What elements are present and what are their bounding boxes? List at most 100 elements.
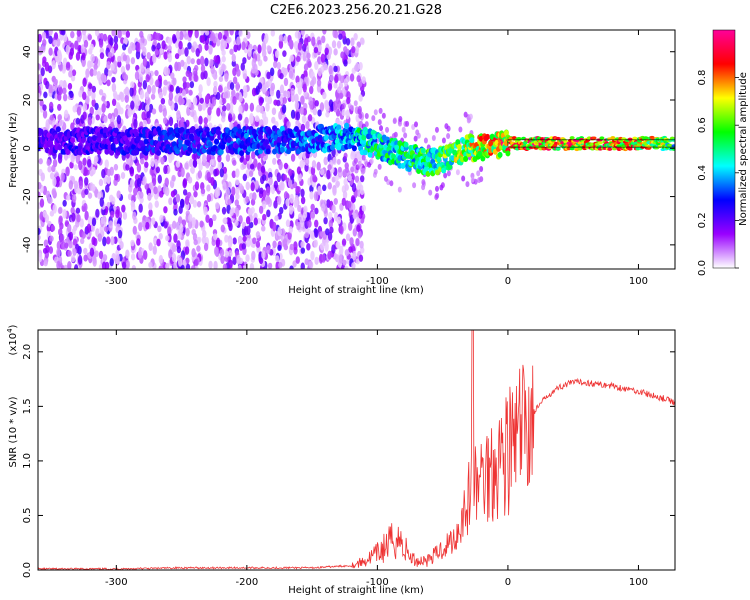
spectrogram-cell bbox=[371, 115, 376, 122]
spectrogram-cell bbox=[162, 117, 168, 125]
spectrogram-cell bbox=[43, 91, 48, 99]
spectrogram-cell bbox=[39, 99, 44, 107]
spectrogram-cell bbox=[154, 49, 160, 56]
spectrogram-cell bbox=[184, 162, 189, 170]
spectrogram-cell bbox=[261, 110, 267, 120]
spectrogram-cell bbox=[63, 264, 68, 269]
spectrogram-cell bbox=[132, 225, 137, 235]
spectrogram-cell bbox=[147, 192, 152, 201]
spectrogram-cell bbox=[217, 154, 222, 163]
spectrogram-cell bbox=[335, 180, 340, 187]
spectrogram-cell bbox=[255, 231, 261, 239]
spectrogram-cell bbox=[133, 187, 138, 196]
spectrogram-cell bbox=[143, 250, 148, 261]
colorbar-tick-label: 0.8 bbox=[697, 70, 708, 86]
spectrogram-cell bbox=[191, 248, 196, 258]
spectrogram-cell bbox=[242, 173, 248, 182]
snr-x-label: Height of straight line (km) bbox=[288, 585, 424, 596]
spectrogram-cell bbox=[616, 144, 622, 148]
spectrogram-cell bbox=[470, 176, 475, 183]
spectrogram-cell bbox=[137, 249, 143, 259]
spectrogram-cell bbox=[139, 191, 144, 199]
spectrogram-cell bbox=[190, 111, 195, 118]
spectrogram-cell bbox=[191, 217, 196, 226]
spectrogram-cell bbox=[273, 99, 278, 106]
spectrogram-cell bbox=[62, 208, 67, 219]
spectrogram-cell bbox=[336, 40, 342, 49]
spectrogram-cell bbox=[200, 64, 206, 73]
spectrogram-cell bbox=[224, 73, 229, 82]
spectrogram-cell bbox=[151, 44, 156, 52]
spectrogram-cell bbox=[236, 36, 241, 46]
snr-y-tick-label: 0.5 bbox=[22, 508, 33, 524]
spectrogram-cell bbox=[485, 133, 491, 140]
spectrogram-cell bbox=[203, 206, 208, 216]
spectrogram-cell bbox=[162, 107, 168, 118]
spectrogram-cell bbox=[56, 248, 61, 257]
spectrogram-cell bbox=[194, 181, 200, 191]
spectrogram-cell bbox=[360, 168, 365, 175]
spectrogram-cell bbox=[354, 64, 359, 72]
spectrogram-cell bbox=[282, 238, 288, 248]
spectrogram-cell bbox=[92, 68, 98, 76]
spectrogram-cell bbox=[342, 190, 348, 200]
spectrogram-cell bbox=[163, 206, 168, 214]
spectrogram-cell bbox=[352, 212, 357, 220]
spectrogram-cell bbox=[47, 165, 52, 173]
spectrogram-cell bbox=[266, 71, 271, 80]
spectrogram-cell bbox=[216, 37, 221, 47]
spectrogram-cell bbox=[98, 89, 104, 96]
spectrogram-cell bbox=[389, 180, 394, 187]
spectrogram-cell bbox=[300, 247, 306, 254]
spectrogram-cell bbox=[150, 157, 155, 167]
spectrogram-cell bbox=[94, 102, 99, 111]
spectrogram-cell bbox=[158, 91, 164, 99]
spectrogram-cell bbox=[398, 115, 403, 122]
spectrogram-cell bbox=[175, 30, 181, 40]
spectrogram-cell bbox=[300, 188, 305, 198]
spectrogram-cell bbox=[333, 65, 338, 73]
spectrogram-cell bbox=[103, 115, 108, 124]
spectrogram-cell bbox=[84, 210, 89, 221]
spectrogram-cell bbox=[44, 61, 50, 72]
spectrogram-cell bbox=[209, 58, 214, 67]
spectrogram-cell bbox=[248, 221, 254, 229]
spectrogram-cell bbox=[505, 150, 511, 157]
spectrogram-cell bbox=[45, 80, 50, 90]
spectrogram-cell bbox=[226, 137, 232, 144]
spectrogram-cell bbox=[314, 219, 319, 228]
spectrogram-cell bbox=[333, 100, 338, 111]
spectrogram-cell bbox=[122, 54, 128, 62]
spectrogram-cell bbox=[51, 188, 56, 196]
spectrogram-cell bbox=[128, 183, 133, 193]
snr-y-tick-label: 0.0 bbox=[22, 562, 33, 578]
spectrogram-cell bbox=[346, 96, 351, 105]
spectrogram-cell bbox=[120, 92, 125, 103]
spectrogram-cell bbox=[88, 83, 93, 90]
spectrogram-cell bbox=[413, 135, 418, 142]
spectrogram-cell bbox=[228, 259, 233, 269]
spectrogram-y-tick-label: 0 bbox=[22, 145, 33, 151]
spectrogram-x-tick-label: 100 bbox=[629, 276, 648, 287]
spectrogram-cell bbox=[401, 126, 406, 133]
spectrogram-cell bbox=[360, 175, 365, 183]
spectrogram-cell bbox=[65, 149, 71, 156]
spectrogram-cell bbox=[311, 36, 316, 47]
spectrogram-cell bbox=[205, 214, 210, 223]
spectrogram-cell bbox=[229, 208, 234, 217]
spectrogram-cell bbox=[334, 174, 339, 182]
spectrogram-cell bbox=[281, 104, 287, 114]
spectrogram-cell bbox=[158, 233, 163, 240]
spectrogram-cell bbox=[331, 40, 337, 49]
spectrogram-x-tick-label: 0 bbox=[505, 276, 511, 287]
spectrogram-cell bbox=[115, 209, 120, 219]
spectrogram-y-tick-label: 20 bbox=[22, 94, 33, 107]
spectrogram-cell bbox=[45, 30, 50, 39]
spectrogram-cell bbox=[221, 63, 226, 72]
spectrogram-cell bbox=[171, 253, 177, 263]
spectrogram-cell bbox=[196, 58, 201, 66]
spectrogram-cell bbox=[98, 178, 104, 187]
spectrogram-cell bbox=[338, 92, 344, 100]
spectrogram-cell bbox=[273, 200, 278, 209]
